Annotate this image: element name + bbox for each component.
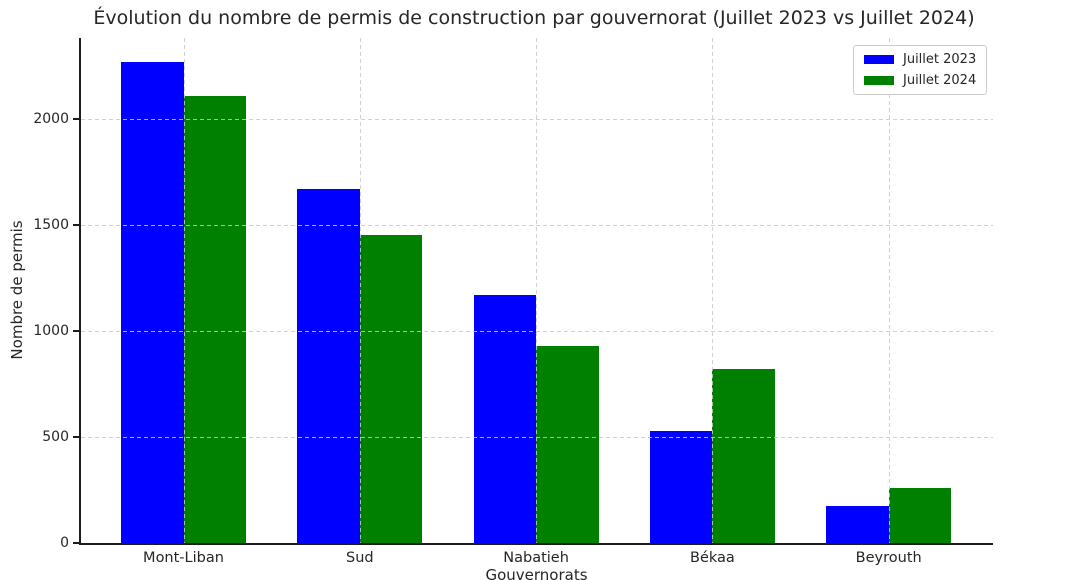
bar-juillet-2023-beyrouth [826, 505, 889, 543]
y-tick-mark [73, 329, 79, 332]
y-tick-label: 2000 [33, 110, 69, 127]
legend-item: Juillet 2024 [864, 73, 976, 88]
x-tick-label-beyrouth: Beyrouth [855, 550, 922, 566]
legend-label: Juillet 2024 [903, 73, 977, 88]
x-tick-label-bekaa: Békaa [689, 550, 735, 566]
y-tick-mark [73, 117, 79, 120]
bar-juillet-2023-bekaa [649, 430, 713, 543]
chart-title: Évolution du nombre de permis de constru… [93, 7, 975, 29]
bar-juillet-2024-mont-liban [183, 96, 246, 543]
bar-juillet-2023-mont-liban [121, 62, 184, 543]
y-tick-label: 1000 [33, 322, 69, 339]
legend: Juillet 2023 Juillet 2024 [853, 45, 988, 95]
y-tick-mark [73, 435, 79, 438]
bar-juillet-2023-sud [297, 188, 360, 543]
plot-area: 0 500 1000 1500 2000 Mont-Liban Sud Nabatieh Bék… [33, 38, 993, 566]
vertical-gridline [888, 38, 890, 543]
x-tick-label-mont-liban: Mont-Liban [143, 550, 224, 566]
legend-swatch-juillet-2024-icon [864, 76, 894, 85]
bar-juillet-2023-nabatieh [473, 294, 537, 543]
y-tick-mark [73, 542, 79, 544]
y-tick-label: 0 [60, 535, 69, 551]
vertical-gridline [359, 38, 361, 543]
legend-item: Juillet 2023 [864, 52, 976, 67]
legend-swatch-juillet-2023-icon [864, 55, 894, 64]
y-tick-label: 1500 [33, 216, 69, 233]
vertical-gridline [183, 38, 185, 543]
bar-juillet-2024-sud [359, 235, 423, 543]
bar-juillet-2024-beyrouth [888, 487, 952, 543]
x-axis-title: Gouvernorats [485, 566, 588, 580]
bar-juillet-2024-nabatieh [536, 345, 599, 543]
x-tick-label-sud: Sud [345, 550, 374, 566]
y-tick-label: 500 [42, 428, 69, 445]
bar-juillet-2024-bekaa [712, 369, 775, 543]
vertical-gridline [536, 38, 538, 543]
x-tick-label-nabatieh: Nabatieh [503, 550, 569, 566]
legend-label: Juillet 2023 [903, 52, 977, 67]
y-tick-mark [73, 223, 79, 226]
vertical-gridline [712, 38, 714, 543]
